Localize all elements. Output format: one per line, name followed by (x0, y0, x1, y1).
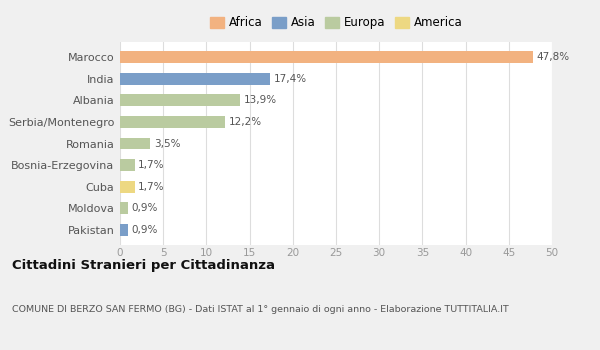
Bar (120, 94, 240, 106)
Text: 3,5%: 3,5% (154, 139, 180, 148)
Bar (120, 116, 226, 128)
Text: 17,4%: 17,4% (274, 74, 307, 84)
Bar (120, 73, 271, 85)
Bar (120, 181, 134, 192)
Bar (120, 224, 128, 236)
Text: 47,8%: 47,8% (536, 52, 569, 62)
Bar (120, 159, 134, 171)
Bar (120, 202, 128, 214)
Text: Cittadini Stranieri per Cittadinanza: Cittadini Stranieri per Cittadinanza (12, 259, 275, 272)
Bar (120, 138, 150, 149)
Text: 13,9%: 13,9% (244, 95, 277, 105)
Legend: Africa, Asia, Europa, America: Africa, Asia, Europa, America (206, 13, 466, 33)
Text: 1,7%: 1,7% (138, 160, 164, 170)
Text: 0,9%: 0,9% (131, 203, 158, 213)
Text: 1,7%: 1,7% (138, 182, 164, 192)
Text: 0,9%: 0,9% (131, 225, 158, 235)
Text: 12,2%: 12,2% (229, 117, 262, 127)
Text: COMUNE DI BERZO SAN FERMO (BG) - Dati ISTAT al 1° gennaio di ogni anno - Elabora: COMUNE DI BERZO SAN FERMO (BG) - Dati IS… (12, 304, 509, 314)
Bar (120, 51, 533, 63)
